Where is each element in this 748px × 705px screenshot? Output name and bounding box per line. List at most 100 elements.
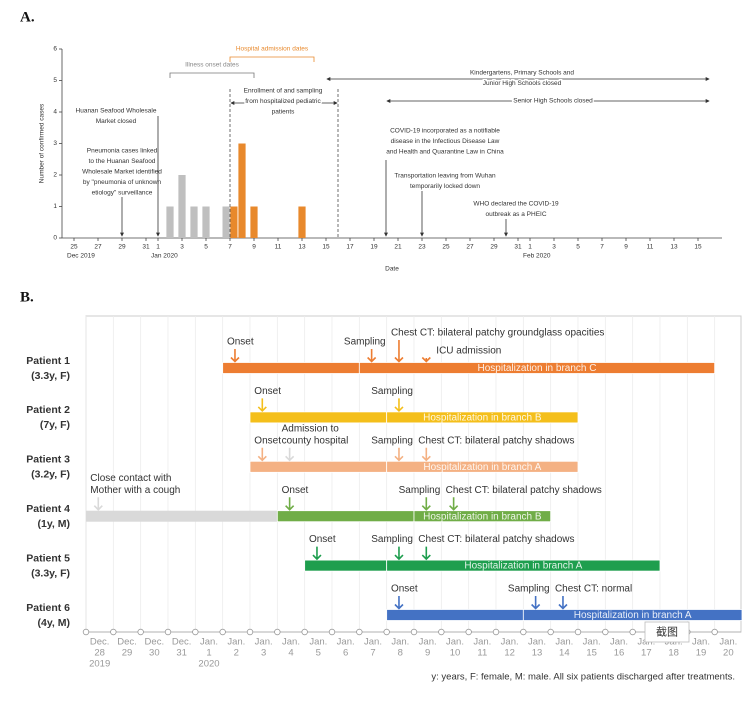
overlay-box xyxy=(644,621,690,643)
event-label: Admission to xyxy=(282,423,340,434)
x-tick-label: 11 xyxy=(647,244,654,251)
x-tick-label: Jan. xyxy=(610,637,628,648)
annotation: Junior High Schools closed xyxy=(483,80,562,87)
annotation: Senior High Schools closed xyxy=(513,98,593,105)
x-tick-label: 17 xyxy=(641,648,652,659)
patient-name: Patient 6 xyxy=(26,602,70,614)
x-tick xyxy=(438,628,445,636)
event-arrow xyxy=(558,596,568,610)
x-tick xyxy=(492,628,500,636)
event-label: Onset xyxy=(227,337,254,348)
x-tick-label: Jan. xyxy=(528,637,546,648)
event-arrow xyxy=(394,398,404,413)
x-tick-label: 27 xyxy=(466,244,474,251)
x-tick-label: 3 xyxy=(180,244,184,251)
event-label: Sampling xyxy=(399,485,441,496)
event-arrow xyxy=(93,497,103,511)
annotation: WHO declared the COVID-19 xyxy=(473,201,559,208)
x-tick xyxy=(629,628,636,636)
annotation: Pneumonia cases linked xyxy=(87,148,158,155)
y-tick-label: 2 xyxy=(53,172,57,179)
event-label: Chest CT: bilateral patchy groundglass o… xyxy=(391,328,604,339)
month-label: Dec 2019 xyxy=(67,253,95,260)
x-tick xyxy=(465,628,472,636)
hospital-bar xyxy=(522,609,743,621)
panel-b: Dec.28Dec.29Dec.30Dec.31Jan.1Jan.2Jan.3J… xyxy=(26,315,743,683)
month-label: Jan 2020 xyxy=(151,253,178,260)
event-arrow xyxy=(257,447,267,462)
x-tick-label: 11 xyxy=(477,648,487,659)
x-tick-label: 9 xyxy=(425,648,430,659)
hospital-bar xyxy=(386,411,579,424)
x-tick-label: 6 xyxy=(343,648,348,659)
annotation: and Health and Quarantine Law in China xyxy=(386,149,504,156)
x-tick-label: Dec. xyxy=(90,637,110,648)
x-tick-label: 15 xyxy=(586,648,597,659)
date-bracket xyxy=(169,72,255,78)
illness-bar xyxy=(386,609,524,621)
legend-label: Hospital admission dates xyxy=(236,46,309,53)
event-arrow xyxy=(394,447,404,462)
event-label: Chest CT: bilateral patchy shadows xyxy=(418,534,574,545)
date-bracket xyxy=(229,56,315,62)
bar xyxy=(298,206,306,238)
x-tick-label: Jan. xyxy=(391,637,409,648)
x-tick-label: 13 xyxy=(532,648,543,659)
x-tick-label: Jan. xyxy=(446,637,464,648)
patient-name: Patient 5 xyxy=(26,552,70,564)
event-arrow xyxy=(312,546,322,561)
x-tick-label: Dec. xyxy=(117,637,137,648)
patient-name: Patient 3 xyxy=(26,454,70,466)
x-tick-label: Jan. xyxy=(200,637,218,648)
x-tick-label: 15 xyxy=(322,244,330,251)
x-tick-label: Jan. xyxy=(473,637,491,648)
bar xyxy=(190,206,198,238)
x-tick xyxy=(301,628,308,636)
annotation: to the Huanan Seafood xyxy=(89,158,156,165)
x-tick-label: Jan. xyxy=(419,637,437,648)
event-label: Onset xyxy=(282,485,309,496)
event-label: ICU admission xyxy=(436,346,501,357)
x-tick-label: Jan. xyxy=(255,637,273,648)
x-tick-label: 1 xyxy=(156,244,160,251)
x-tick xyxy=(383,628,390,636)
x-tick-label: 1 xyxy=(528,244,532,251)
x-tick-label: 15 xyxy=(694,244,702,251)
patient-info: (3.3y, F) xyxy=(31,567,70,579)
event-arrow xyxy=(394,546,404,561)
x-tick-label: Jan. xyxy=(555,637,573,648)
hospital-label: Hospitalization in branch A xyxy=(423,462,541,473)
x-tick xyxy=(711,628,718,636)
x-tick-label: 31 xyxy=(176,648,187,659)
y-tick-label: 4 xyxy=(53,109,57,116)
x-tick-label: 25 xyxy=(70,244,78,251)
patient-info: (1y, M) xyxy=(38,518,70,530)
event-arrow xyxy=(421,546,431,561)
event-arrow xyxy=(449,497,459,511)
x-tick-label: 7 xyxy=(370,648,375,659)
x-tick-label: 3 xyxy=(261,648,266,659)
patient-name: Patient 4 xyxy=(26,503,70,515)
x-tick-label: 3 xyxy=(552,244,556,251)
event-arrow xyxy=(367,349,377,363)
hospital-bar xyxy=(386,460,579,473)
annotation: Huanan Seafood Wholesale xyxy=(76,108,157,115)
annotation: COVID-19 incorporated as a notifiable xyxy=(390,128,500,135)
hospital-label: Hospitalization in branch B xyxy=(423,413,542,424)
x-tick-label: 29 xyxy=(122,648,133,659)
x-tick xyxy=(520,628,527,636)
annotation: Market closed xyxy=(96,118,137,125)
annotation: patients xyxy=(272,109,296,116)
contact-bar xyxy=(86,510,278,522)
x-axis-label: Date xyxy=(385,266,399,273)
x-tick xyxy=(137,628,144,636)
event-label: Sampling xyxy=(344,337,386,348)
x-tick-label: 9 xyxy=(624,244,628,251)
event-arrow xyxy=(230,349,240,363)
annotation: from hospitalized pediatric xyxy=(245,98,321,105)
event-arrow xyxy=(421,497,431,511)
x-tick-label: 5 xyxy=(204,244,208,251)
annotation: etiology" surveillance xyxy=(92,190,153,197)
